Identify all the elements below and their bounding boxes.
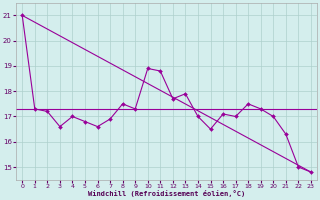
X-axis label: Windchill (Refroidissement éolien,°C): Windchill (Refroidissement éolien,°C)	[88, 190, 245, 197]
